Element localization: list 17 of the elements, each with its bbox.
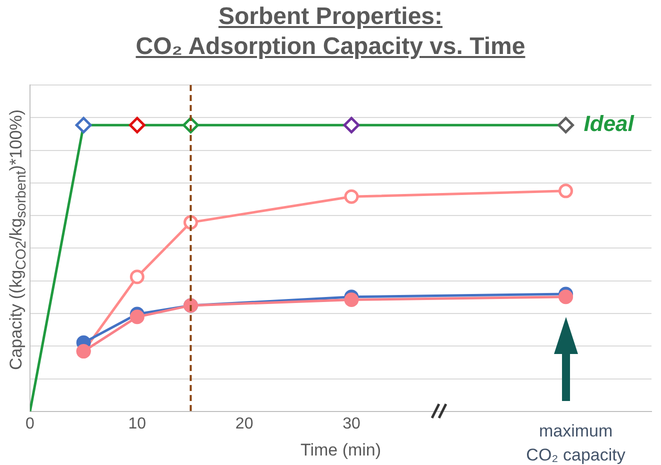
point — [128, 116, 146, 134]
x-tick-label: 20 — [235, 415, 254, 432]
x-axis-title: Time (min) — [300, 440, 382, 460]
point — [130, 270, 144, 284]
point — [75, 116, 92, 134]
x-tick-label: 30 — [342, 415, 360, 432]
series-label: Ideal — [584, 111, 635, 136]
point — [130, 310, 144, 324]
x-tick-label: 0 — [26, 415, 35, 432]
point — [558, 184, 574, 198]
point — [344, 189, 359, 204]
point — [343, 116, 360, 134]
text: maximum CO₂ capacity — [526, 422, 626, 465]
x-tick-label: 10 — [128, 415, 146, 432]
point — [558, 116, 574, 134]
point — [558, 290, 574, 304]
chart-title: Sorbent Properties: CO₂ Adsorption Capacity vs. Time — [134, 2, 526, 62]
